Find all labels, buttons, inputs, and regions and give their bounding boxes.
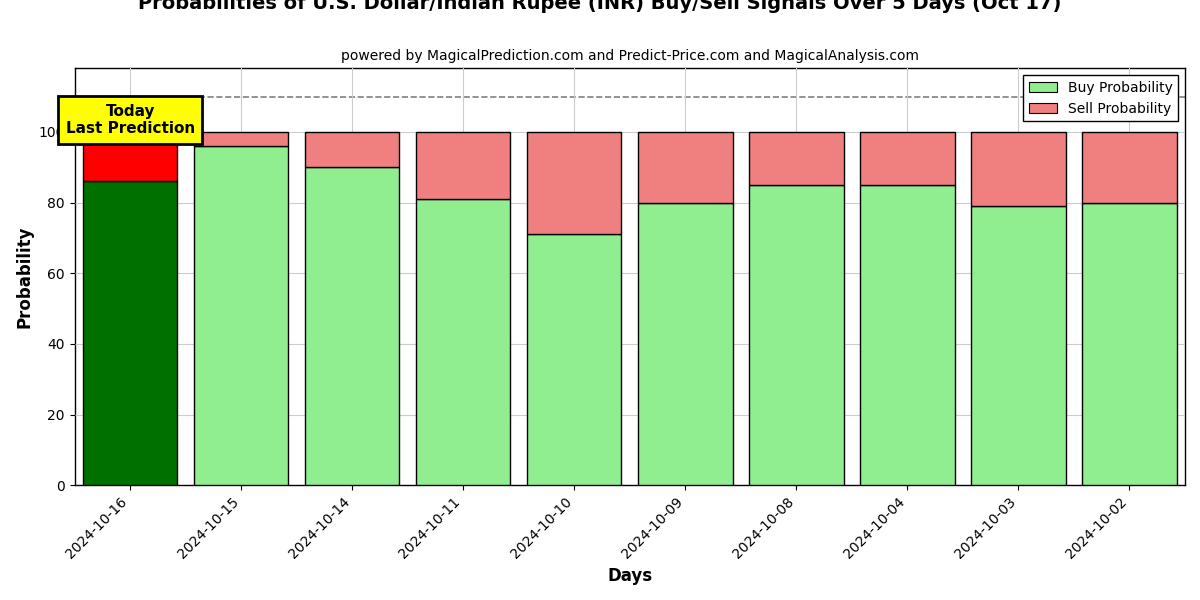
Bar: [638, 132, 732, 203]
Bar: [305, 132, 400, 167]
Bar: [971, 132, 1066, 206]
Bar: [860, 132, 955, 185]
Bar: [1082, 203, 1177, 485]
Bar: [83, 132, 178, 181]
Bar: [83, 181, 178, 485]
Bar: [860, 185, 955, 485]
Bar: [527, 235, 622, 485]
Bar: [638, 203, 732, 485]
Y-axis label: Probability: Probability: [16, 226, 34, 328]
Bar: [305, 167, 400, 485]
Bar: [527, 132, 622, 235]
Bar: [416, 199, 510, 485]
Bar: [971, 206, 1066, 485]
Bar: [749, 132, 844, 185]
Bar: [194, 146, 288, 485]
X-axis label: Days: Days: [607, 567, 653, 585]
Bar: [194, 132, 288, 146]
Text: Today
Last Prediction: Today Last Prediction: [66, 104, 194, 136]
Legend: Buy Probability, Sell Probability: Buy Probability, Sell Probability: [1024, 75, 1178, 121]
Bar: [1082, 132, 1177, 203]
Title: powered by MagicalPrediction.com and Predict-Price.com and MagicalAnalysis.com: powered by MagicalPrediction.com and Pre…: [341, 49, 919, 63]
Bar: [416, 132, 510, 199]
Text: Probabilities of U.S. Dollar/Indian Rupee (INR) Buy/Sell Signals Over 5 Days (Oc: Probabilities of U.S. Dollar/Indian Rupe…: [138, 0, 1062, 13]
Bar: [749, 185, 844, 485]
